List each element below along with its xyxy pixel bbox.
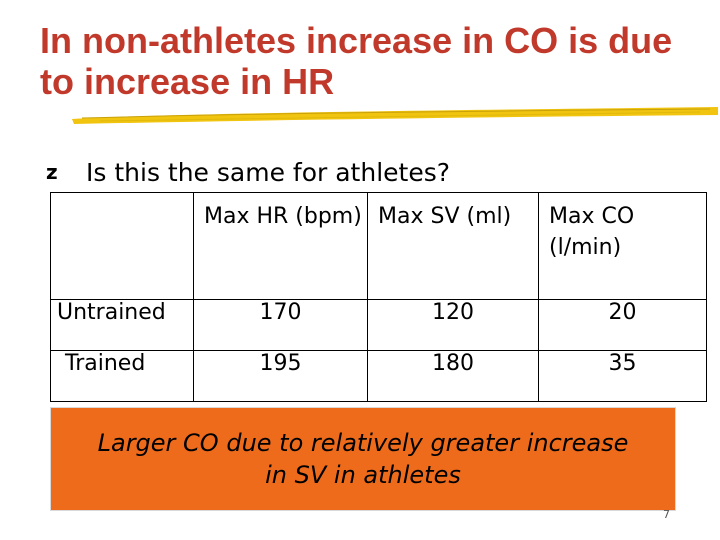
- comparison-table: Max HR (bpm) Max SV (ml) Max CO (l/min) …: [50, 192, 707, 402]
- row-label: Untrained: [50, 299, 194, 351]
- table-header-row: Max HR (bpm) Max SV (ml) Max CO (l/min): [50, 192, 707, 300]
- cell-max-hr: 170: [193, 299, 368, 351]
- row-label: Trained: [50, 350, 194, 402]
- header-max-hr: Max HR (bpm): [193, 192, 368, 300]
- svg-text:z: z: [46, 161, 58, 183]
- table-row: Untrained 170 120 20: [50, 299, 707, 351]
- cell-max-co: 20: [538, 299, 707, 351]
- page-number: 7: [663, 508, 670, 521]
- bullet-point: z Is this the same for athletes?: [44, 155, 450, 189]
- table-row: Trained 195 180 35: [50, 350, 707, 402]
- conclusion-line-1: Larger CO due to relatively greater incr…: [97, 429, 629, 457]
- conclusion-box: Larger CO due to relatively greater incr…: [50, 407, 676, 511]
- cell-max-hr: 195: [193, 350, 368, 402]
- bullet-text: Is this the same for athletes?: [86, 157, 451, 187]
- z-bullet-icon: z: [46, 161, 58, 183]
- header-max-co: Max CO (l/min): [538, 192, 707, 300]
- cell-max-co: 35: [538, 350, 707, 402]
- conclusion-line-2: in SV in athletes: [265, 461, 461, 489]
- header-max-sv: Max SV (ml): [367, 192, 539, 300]
- table-header-empty: [50, 192, 194, 300]
- title-underline-decoration: [72, 107, 718, 124]
- slide-title: In non-athletes increase in CO is due to…: [40, 20, 673, 102]
- cell-max-sv: 180: [367, 350, 539, 402]
- cell-max-sv: 120: [367, 299, 539, 351]
